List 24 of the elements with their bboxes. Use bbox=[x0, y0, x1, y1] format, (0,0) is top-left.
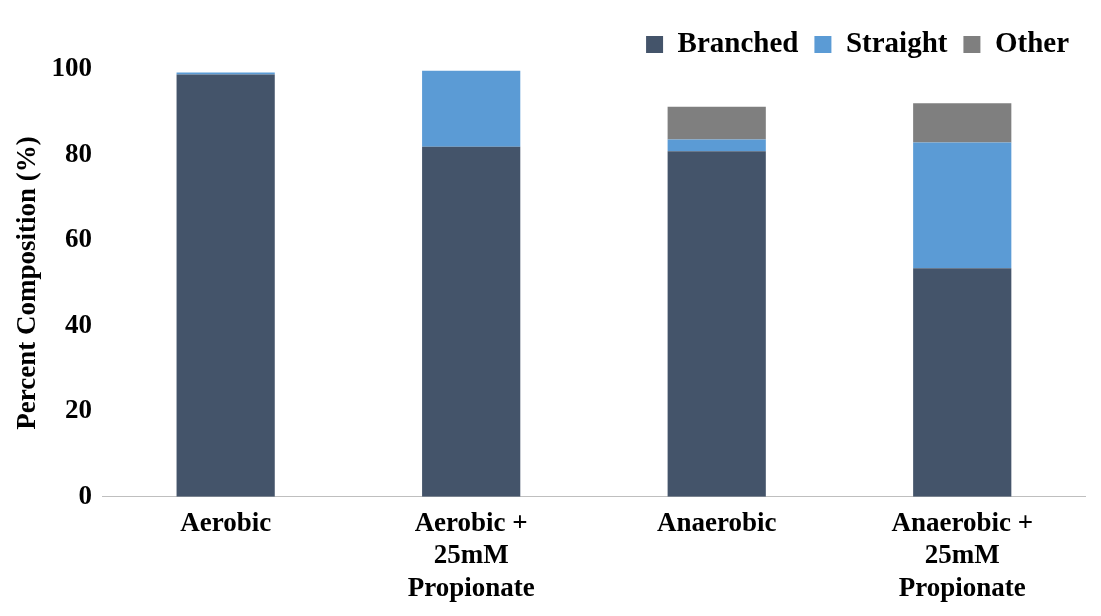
bar bbox=[176, 72, 275, 75]
y-tick-label: 100 bbox=[51, 51, 92, 82]
y-tick-label: 0 bbox=[78, 479, 92, 510]
bar bbox=[422, 70, 521, 147]
bar bbox=[913, 142, 1012, 269]
legend-label: Straight bbox=[845, 25, 948, 58]
bar bbox=[913, 103, 1012, 143]
bar bbox=[667, 106, 766, 140]
bar bbox=[667, 151, 766, 497]
y-tick-label: 40 bbox=[64, 308, 92, 339]
bar bbox=[667, 139, 766, 152]
x-tick-label: Aerobic bbox=[180, 506, 272, 537]
bar bbox=[176, 74, 275, 497]
bar bbox=[913, 268, 1012, 497]
bar bbox=[422, 146, 521, 497]
y-tick-label: 80 bbox=[64, 137, 92, 168]
legend-label: Branched bbox=[677, 25, 799, 58]
y-tick-label: 20 bbox=[64, 394, 92, 425]
x-tick-label: Aerobic + 25mM Propionate bbox=[407, 506, 535, 602]
legend-label: Other bbox=[994, 25, 1070, 58]
x-tick-label: Anaerobic bbox=[656, 506, 777, 537]
y-tick-label: 60 bbox=[64, 223, 92, 254]
y-axis-title: Percent Composition (%) bbox=[11, 136, 42, 430]
x-tick-label: Anaerobic + 25mM Propionate bbox=[891, 506, 1034, 602]
